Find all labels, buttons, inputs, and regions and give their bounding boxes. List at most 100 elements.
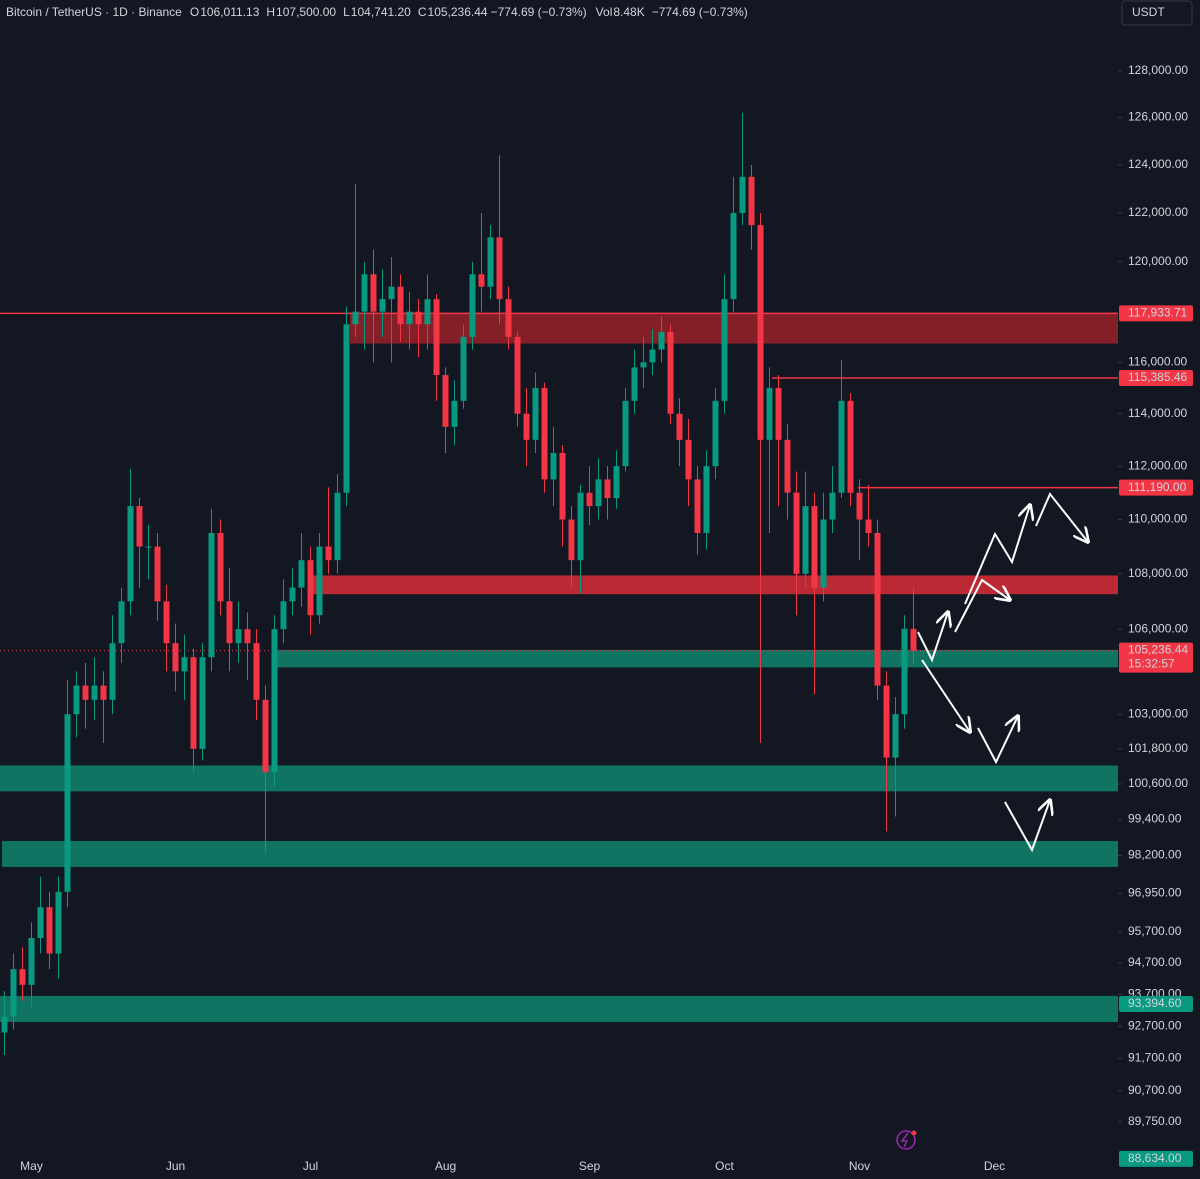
candle-body xyxy=(226,601,233,644)
zone xyxy=(350,312,1118,344)
y-tick-label: 94,700.00 xyxy=(1128,955,1182,969)
arrow xyxy=(921,659,970,732)
candle-body xyxy=(631,367,638,401)
arrows xyxy=(917,492,1088,853)
header-field: 104,741.20 xyxy=(351,5,411,19)
y-tick-label: 116,000.00 xyxy=(1128,354,1187,368)
candle-body xyxy=(424,299,431,325)
candle-body xyxy=(712,400,719,467)
y-tick-label: 100,600.00 xyxy=(1128,776,1188,790)
candle-body xyxy=(154,546,161,602)
candle-body xyxy=(325,546,332,561)
y-tick-label: 103,000.00 xyxy=(1128,706,1188,720)
candle-body xyxy=(163,601,170,644)
candle-body xyxy=(262,699,269,773)
y-tick-label: 91,700.00 xyxy=(1128,1050,1182,1064)
x-tick-label: May xyxy=(20,1159,43,1173)
candle-body xyxy=(847,400,854,493)
candle-body xyxy=(109,643,116,700)
candle-body xyxy=(856,492,863,520)
candle-body xyxy=(514,336,521,414)
candle-body xyxy=(559,452,566,520)
candle-body xyxy=(82,685,89,700)
candle-body xyxy=(757,225,764,440)
zone xyxy=(0,765,1118,792)
x-tick-label: Nov xyxy=(849,1159,870,1173)
plot xyxy=(0,112,1118,1055)
candle-body xyxy=(91,685,98,700)
price-axis: May Jun Jul Aug Sep Oct Nov Dec 128,000.00 126,00… xyxy=(20,63,1193,1173)
x-tick-label: Jul xyxy=(303,1159,318,1173)
price-label: 105,236.44 xyxy=(1128,643,1188,657)
candle-body xyxy=(820,519,827,588)
y-tick-label: 112,000.00 xyxy=(1128,458,1187,472)
candle-body xyxy=(199,657,206,749)
y-tick-label: 114,000.00 xyxy=(1128,406,1187,420)
header-field: 105,236.44 xyxy=(428,5,488,19)
candle-body xyxy=(577,492,584,561)
candle-body xyxy=(433,299,440,376)
candle-body xyxy=(271,629,278,773)
candle-body xyxy=(649,349,656,363)
candle-body xyxy=(784,439,791,493)
candle-body xyxy=(604,479,611,499)
candle-body xyxy=(613,466,620,499)
candle-body xyxy=(379,299,386,312)
currency: USDT xyxy=(1132,5,1165,19)
candle-body xyxy=(541,387,548,480)
candle-body xyxy=(721,299,728,401)
candle-body xyxy=(388,286,395,300)
candle-body xyxy=(658,331,665,350)
candle-body xyxy=(298,560,305,588)
header-field: C xyxy=(418,5,427,19)
candle-body xyxy=(19,969,26,985)
candle-body xyxy=(685,439,692,480)
candle-body xyxy=(37,907,44,938)
candle-body xyxy=(586,492,593,507)
arrow xyxy=(1004,800,1050,853)
price-label-box xyxy=(1119,305,1193,322)
candle-body xyxy=(307,560,314,616)
price-label: 111,190.00 xyxy=(1128,480,1187,494)
candle-body xyxy=(406,311,413,325)
candle-body xyxy=(901,628,908,715)
countdown: 15:32:57 xyxy=(1128,657,1175,671)
currency-button[interactable] xyxy=(1121,0,1193,26)
candle-body xyxy=(118,601,125,644)
candle-body xyxy=(883,685,890,758)
candle-body xyxy=(568,519,575,561)
candle-body xyxy=(208,532,215,658)
y-tick-label: 99,400.00 xyxy=(1128,812,1182,826)
candle-body xyxy=(793,492,800,574)
y-tick-label: 90,700.00 xyxy=(1128,1083,1182,1097)
candle-body xyxy=(523,413,530,440)
price-label: 88,634.00 xyxy=(1128,1151,1182,1165)
arrow xyxy=(964,505,1030,605)
candle-body xyxy=(280,601,287,630)
candle-body xyxy=(829,492,836,520)
zone xyxy=(2,841,1118,867)
candle-body xyxy=(739,176,746,213)
candle-body xyxy=(334,492,341,561)
candle-body xyxy=(136,506,143,547)
y-tick-label: 122,000.00 xyxy=(1128,205,1188,219)
price-label: 93,394.60 xyxy=(1128,996,1182,1010)
candle-body xyxy=(865,519,872,533)
y-tick-label: 106,000.00 xyxy=(1128,621,1188,635)
candle-body xyxy=(1,1016,8,1033)
price-label-box xyxy=(1119,642,1193,673)
price-label-box xyxy=(1119,1150,1193,1167)
candle-body xyxy=(28,937,35,985)
candle-body xyxy=(289,587,296,602)
candle-body xyxy=(595,479,602,507)
header-field: L xyxy=(343,5,350,19)
candle-body xyxy=(217,532,224,602)
candle-body xyxy=(910,628,917,651)
candle-body xyxy=(181,657,188,672)
candle-body xyxy=(235,629,242,644)
header-field: O xyxy=(190,5,199,19)
candle-body xyxy=(469,274,476,337)
candle-body xyxy=(55,891,62,954)
candle-body xyxy=(370,274,377,312)
